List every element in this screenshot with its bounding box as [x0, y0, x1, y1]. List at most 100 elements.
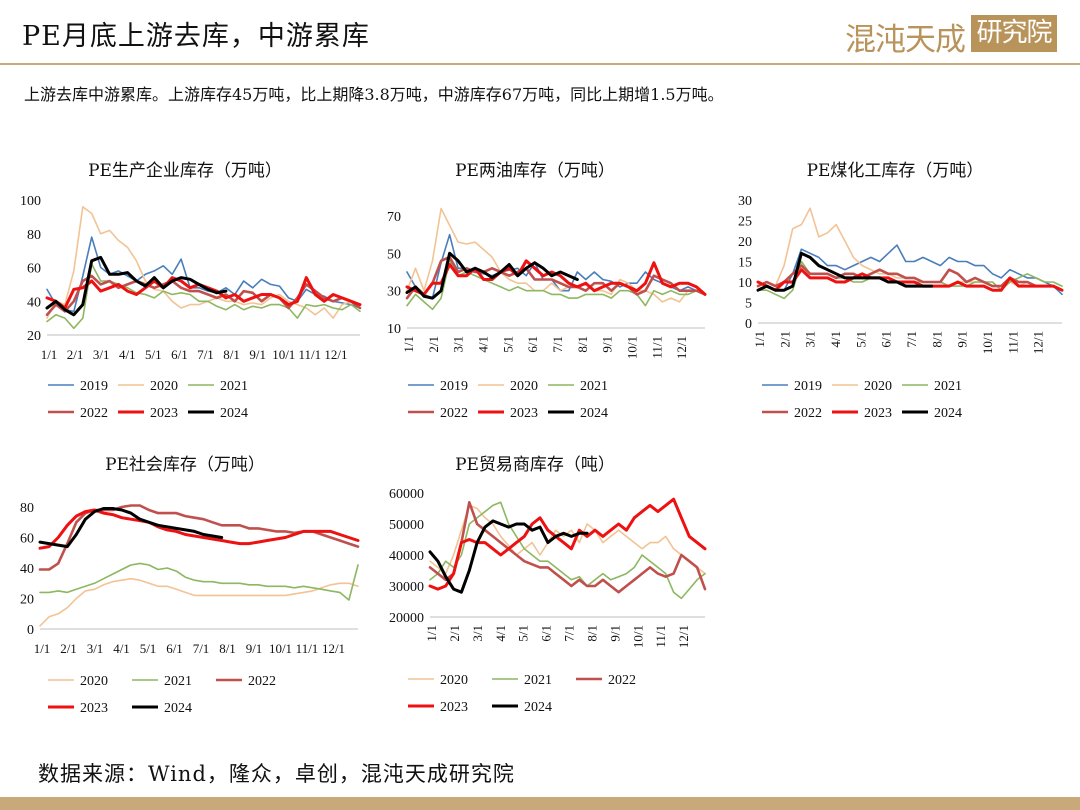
chart-social-inventory: PE社会库存（万吨） 0 20 40 60 80 1/1 2/1 3/1 4/1 5/1 6/1 7/…	[0, 442, 370, 732]
x-tick-label: 3/1	[803, 331, 818, 348]
series-line-2023	[756, 268, 1064, 292]
x-tick-label: 2/1	[426, 336, 441, 353]
series-line-2022	[405, 255, 707, 300]
legend-label-2022: 2022	[794, 406, 822, 421]
legend-label-2023: 2023	[864, 406, 892, 421]
y-tick-label: 60000	[389, 487, 424, 502]
x-tick-label: 8/1	[219, 641, 236, 656]
legend-label-2020: 2020	[440, 673, 468, 688]
x-tick-label: 9/1	[249, 347, 266, 362]
legend-label-2019: 2019	[440, 379, 468, 394]
x-tick-label: 7/1	[193, 641, 210, 656]
x-tick-label: 6/1	[539, 625, 554, 642]
legend-label-2019: 2019	[794, 379, 822, 394]
series-line-2020	[39, 577, 359, 627]
legend-label-2021: 2021	[164, 674, 192, 689]
legend-label-2020: 2020	[864, 379, 892, 394]
legend-label-2021: 2021	[934, 379, 962, 394]
x-tick-label: 5/1	[516, 625, 531, 642]
y-tick-label: 20000	[389, 611, 424, 626]
series-line-2024	[45, 255, 228, 317]
x-tick-label: 4/1	[113, 641, 130, 656]
legend-label-2024: 2024	[580, 406, 608, 421]
x-tick-label: 12/1	[676, 625, 691, 648]
x-tick-label: 3/1	[451, 336, 466, 353]
x-tick-label: 1/1	[752, 331, 767, 348]
y-tick-label: 10	[738, 276, 752, 291]
legend-label-2022: 2022	[80, 406, 108, 421]
y-tick-label: 50000	[389, 518, 424, 533]
x-tick-label: 7/1	[562, 625, 577, 642]
legend-label-2020: 2020	[150, 379, 178, 394]
legend-label-2020: 2020	[510, 379, 538, 394]
x-tick-label: 3/1	[87, 641, 104, 656]
legend-label-2022: 2022	[440, 406, 468, 421]
series-line-2023	[405, 259, 707, 296]
x-tick-label: 9/1	[955, 331, 970, 348]
series-line-2024	[38, 507, 224, 549]
x-tick-label: 8/1	[575, 336, 590, 353]
footer-bar	[0, 797, 1080, 810]
x-tick-label: 8/1	[223, 347, 240, 362]
x-tick-label: 5/1	[145, 347, 162, 362]
chart-title: PE社会库存（万吨）	[105, 455, 265, 475]
x-tick-label: 11/1	[299, 347, 322, 362]
x-tick-label: 2/1	[777, 331, 792, 348]
x-tick-label: 6/1	[171, 347, 188, 362]
x-tick-label: 10/1	[630, 625, 645, 648]
chart-producer-inventory: PE生产企业库存（万吨） 20 40 60 80 100 1/1 2/1 3/1 4/1 5/1 6…	[0, 150, 370, 430]
series-line-2022	[428, 500, 707, 594]
y-tick-label: 25	[738, 215, 752, 230]
x-tick-label: 8/1	[929, 331, 944, 348]
series-line-2019	[757, 244, 1063, 296]
x-tick-label: 2/1	[60, 641, 77, 656]
legend-label-2021: 2021	[580, 379, 608, 394]
legend-label-2024: 2024	[524, 700, 552, 715]
brand-logo: 混沌天成 研究院	[845, 12, 1057, 58]
legend-label-2023: 2023	[440, 700, 468, 715]
x-tick-label: 7/1	[904, 331, 919, 348]
series-line-2020	[46, 205, 361, 319]
chart-svg: 0 5 10 15 20 25 30 1/1 2/1 3/1 4/1 5/1 6/1 7/1 8/1 9/1 1…	[738, 194, 1064, 421]
x-tick-label: 10/1	[272, 347, 295, 362]
series-line-2024	[428, 519, 589, 594]
legend-label-2020: 2020	[80, 674, 108, 689]
legend-label-2021: 2021	[524, 673, 552, 688]
y-tick-label: 40	[27, 295, 41, 310]
x-tick-label: 6/1	[166, 641, 183, 656]
y-tick-label: 40	[20, 562, 34, 577]
chart-svg: 20000 30000 40000 50000 60000 1/1 2/1 3/1 4/1 5/1…	[389, 487, 707, 715]
x-tick-label: 12/1	[322, 641, 345, 656]
x-tick-label: 5/1	[853, 331, 868, 348]
x-tick-label: 1/1	[424, 625, 439, 642]
series-line-2020	[406, 207, 706, 303]
x-tick-label: 4/1	[493, 625, 508, 642]
legend-label-2022: 2022	[248, 674, 276, 689]
y-tick-label: 100	[20, 194, 41, 209]
y-tick-label: 30	[738, 194, 752, 209]
logo-text-b: 研究院	[971, 15, 1057, 52]
legend-label-2024: 2024	[220, 406, 248, 421]
x-tick-label: 10/1	[980, 331, 995, 354]
logo-text-a: 混沌天成	[845, 22, 966, 58]
chart-svg: 10 30 50 70 1/1 2/1 3/1 4/1 5/1 6/1 7/1 8/1 9/1 10/1 1…	[387, 207, 707, 421]
x-tick-label: 12/1	[1031, 331, 1046, 354]
x-tick-label: 9/1	[600, 336, 615, 353]
x-tick-label: 2/1	[447, 625, 462, 642]
legend-label-2023: 2023	[510, 406, 538, 421]
legend-label-2021: 2021	[220, 379, 248, 394]
series-line-2022	[45, 274, 362, 317]
y-tick-label: 0	[27, 623, 34, 638]
x-tick-label: 11/1	[649, 336, 664, 359]
chart-two-oil-inventory: PE两油库存（万吨） 10 30 50 70 1/1 2/1 3/1 4/1 5/1 6/1 7/1…	[370, 150, 720, 430]
x-tick-label: 3/1	[470, 625, 485, 642]
y-tick-label: 30	[387, 285, 401, 300]
x-tick-label: 11/1	[296, 641, 319, 656]
y-tick-label: 0	[745, 317, 752, 332]
x-tick-label: 6/1	[525, 336, 540, 353]
chart-trader-inventory: PE贸易商库存（吨） 20000 30000 40000 50000 60000 1/1 2…	[370, 442, 720, 732]
x-tick-label: 4/1	[828, 331, 843, 348]
legend-label-2022: 2022	[608, 673, 636, 688]
y-tick-label: 20	[738, 235, 752, 250]
chart-title: PE生产企业库存（万吨）	[88, 161, 282, 181]
